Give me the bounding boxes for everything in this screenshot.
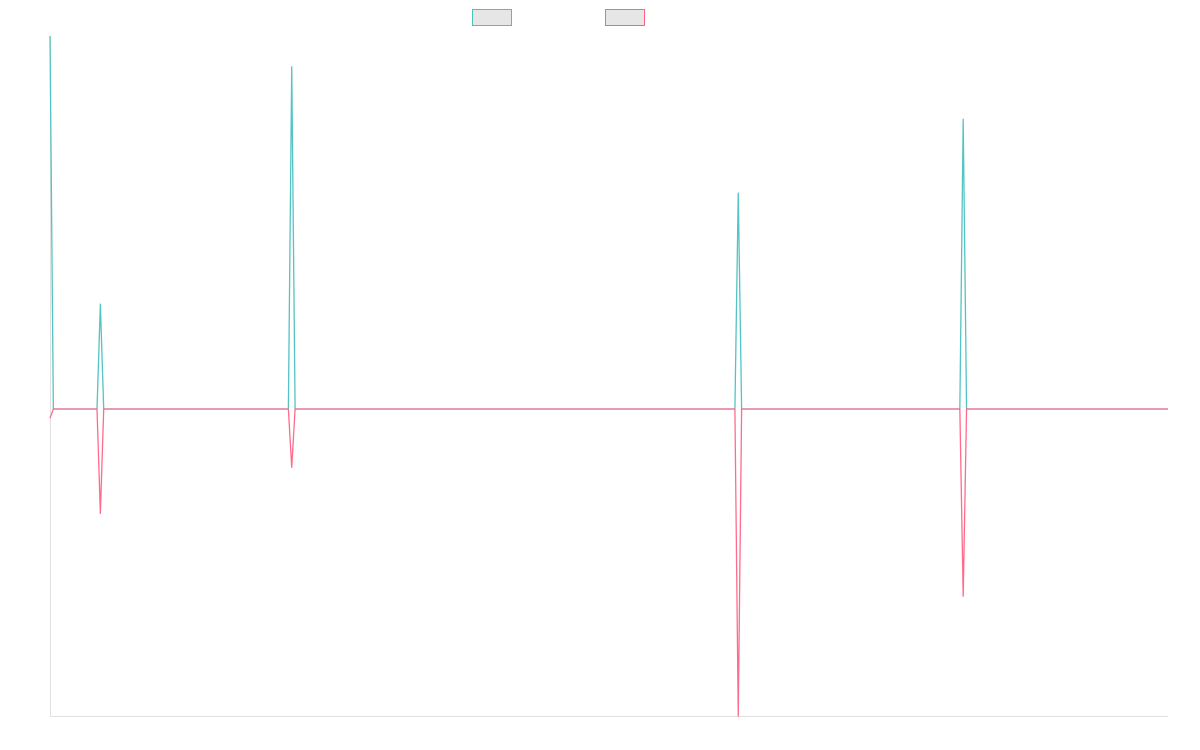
legend[interactable] [472,9,645,26]
series-line-1 [49,35,1168,410]
legend-swatch-1 [472,9,512,26]
series-line-2 [49,408,1168,717]
axes [50,36,1168,717]
legend-item-1[interactable] [472,9,512,26]
legend-item-2[interactable] [605,9,645,26]
series-lines [49,35,1168,717]
legend-swatch-2 [605,9,645,26]
